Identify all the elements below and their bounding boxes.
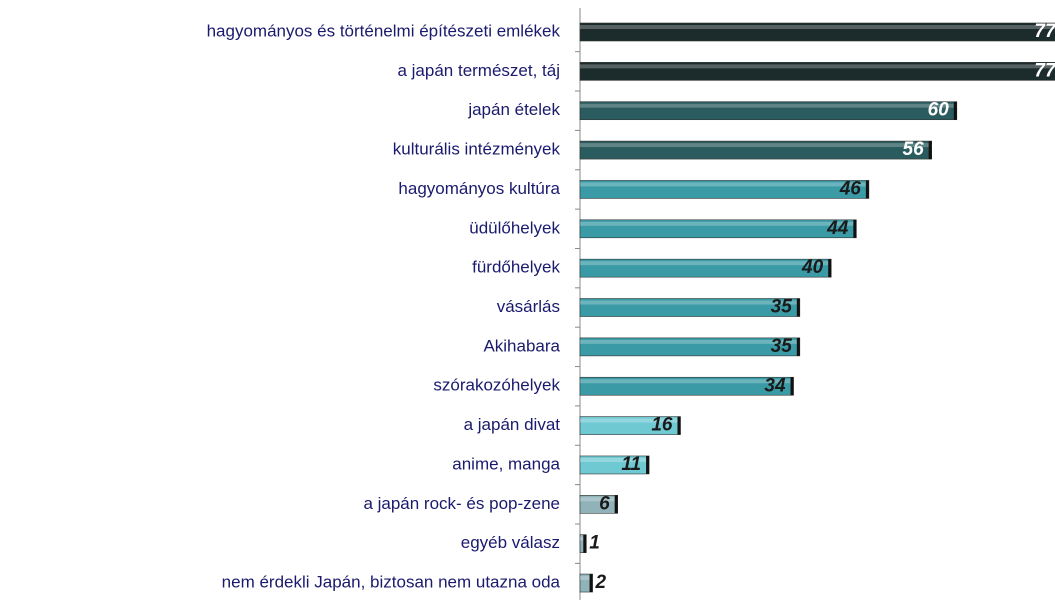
bar-highlight — [580, 182, 869, 187]
category-label: Akihabara — [483, 336, 560, 355]
bar-highlight — [580, 536, 587, 541]
value-label: 11 — [621, 454, 641, 475]
category-label: kulturális intézmények — [393, 140, 561, 159]
bar-highlight — [580, 339, 800, 344]
bar-highlight — [580, 103, 957, 108]
bar-end — [828, 259, 832, 278]
bar-end — [583, 534, 587, 553]
category-label: japán ételek — [467, 100, 560, 119]
bar-highlight — [580, 576, 593, 581]
bar — [579, 22, 1055, 42]
bar-highlight — [580, 143, 932, 148]
bar-end — [796, 298, 800, 317]
bar-highlight — [580, 497, 618, 502]
value-label: 44 — [826, 218, 849, 239]
bar-highlight — [580, 418, 681, 423]
value-label: 77 — [1034, 21, 1055, 42]
value-label: 2 — [595, 572, 607, 593]
bar-end — [646, 455, 650, 474]
bar-highlight — [580, 64, 1055, 69]
category-label: szórakozóhelyek — [433, 376, 560, 395]
category-label: egyéb válasz — [461, 533, 560, 552]
bar-end — [865, 180, 869, 199]
bar — [579, 62, 1055, 81]
bar-end — [853, 219, 857, 238]
category-label: anime, manga — [452, 454, 560, 473]
bar-end — [953, 101, 957, 120]
bar-end — [928, 141, 932, 160]
value-label: 40 — [801, 257, 824, 278]
bar-end — [589, 574, 593, 593]
bar-highlight — [580, 25, 1055, 29]
category-label: a japán divat — [464, 415, 561, 434]
value-label: 35 — [771, 336, 793, 357]
value-label: 1 — [589, 533, 600, 554]
bar-end — [677, 416, 681, 435]
bar-highlight — [580, 221, 857, 226]
category-label: fürdőhelyek — [472, 258, 560, 277]
category-label: nem érdekli Japán, biztosan nem utazna o… — [222, 573, 561, 592]
bar-end — [790, 377, 794, 396]
value-label: 16 — [651, 415, 673, 436]
value-label: 77 — [1034, 60, 1055, 81]
value-label: 6 — [599, 493, 610, 514]
bar-highlight — [580, 379, 794, 384]
category-label: vásárlás — [497, 297, 560, 316]
bar-highlight — [580, 261, 832, 266]
value-label: 46 — [839, 178, 862, 199]
category-label: hagyományos és történelmi építészeti eml… — [207, 21, 561, 40]
category-label: hagyományos kultúra — [398, 179, 560, 198]
value-label: 35 — [771, 297, 793, 318]
bar-highlight — [580, 457, 650, 462]
value-label: 34 — [764, 375, 786, 396]
bar-highlight — [580, 300, 800, 305]
category-label: a japán természet, táj — [397, 61, 560, 80]
value-label: 60 — [928, 100, 950, 121]
bar-end — [796, 337, 800, 356]
category-label: üdülőhelyek — [469, 218, 560, 237]
category-label: a japán rock- és pop-zene — [363, 494, 560, 513]
value-label: 56 — [903, 139, 925, 160]
bar-end — [614, 495, 618, 514]
